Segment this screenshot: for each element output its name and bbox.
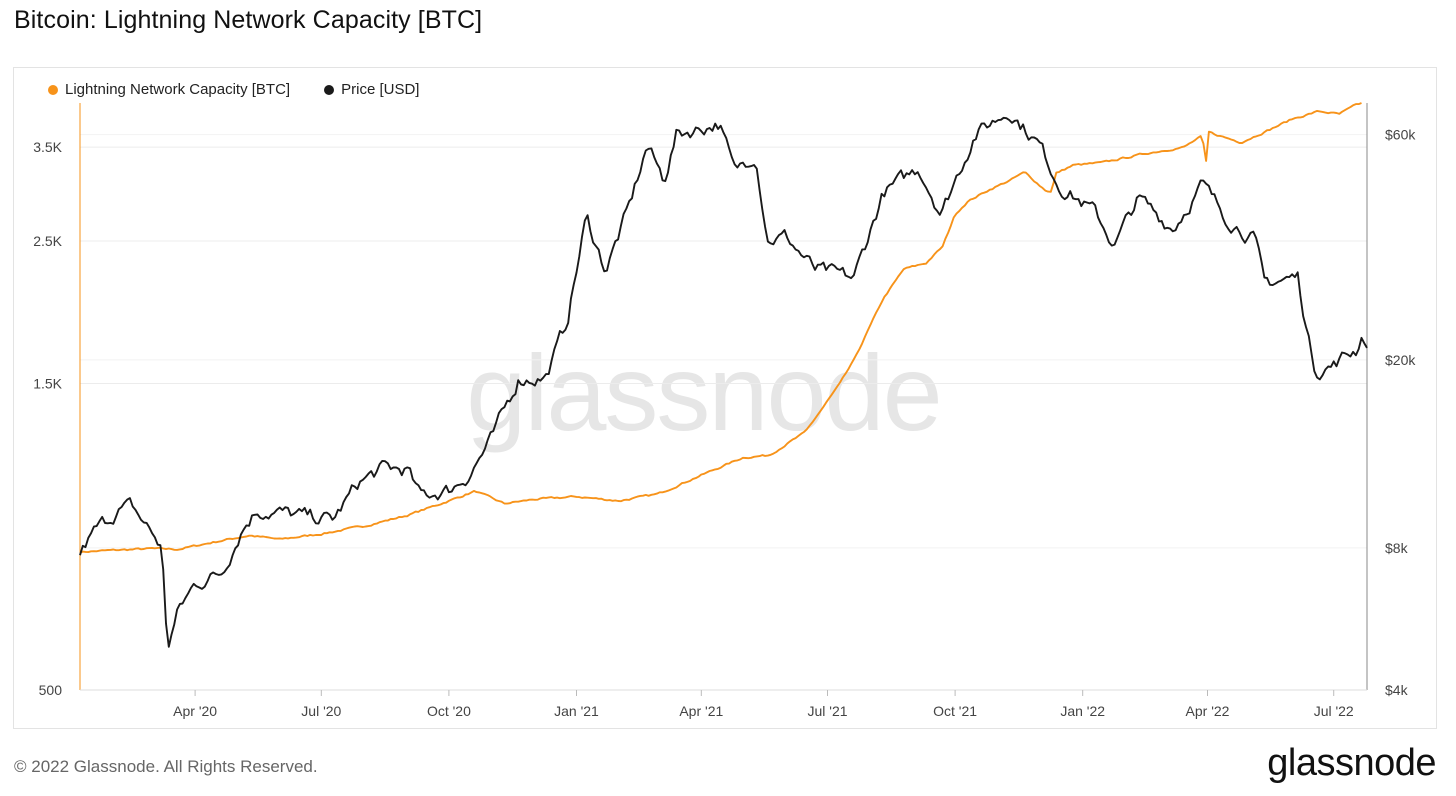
chart-frame bbox=[13, 67, 1437, 729]
legend-item-capacity[interactable]: Lightning Network Capacity [BTC] bbox=[48, 81, 290, 98]
chart-legend: Lightning Network Capacity [BTC] Price [… bbox=[48, 81, 419, 98]
y-left-tick-label: 500 bbox=[39, 682, 63, 698]
x-tick-label: Jul '21 bbox=[807, 703, 847, 719]
x-tick-label: Jul '20 bbox=[301, 703, 341, 719]
y-left-tick-label: 3.5K bbox=[33, 139, 62, 155]
copyright-text: © 2022 Glassnode. All Rights Reserved. bbox=[14, 757, 318, 776]
legend-dot-price bbox=[324, 84, 335, 95]
y-left-tick-label: 1.5K bbox=[33, 376, 62, 392]
y-right-tick-label: $8k bbox=[1385, 540, 1409, 556]
legend-label-capacity: Lightning Network Capacity [BTC] bbox=[65, 81, 291, 98]
y-right-tick-label: $60k bbox=[1385, 127, 1416, 143]
series-line-price bbox=[79, 116, 1368, 648]
y-right-tick-label: $20k bbox=[1385, 352, 1416, 368]
x-tick-label: Apr '20 bbox=[173, 703, 217, 719]
y-right-tick-label: $4k bbox=[1385, 682, 1409, 698]
watermark-text: glassnode bbox=[466, 332, 940, 453]
legend-item-price[interactable]: Price [USD] bbox=[324, 81, 419, 98]
x-tick-label: Oct '20 bbox=[427, 703, 471, 719]
series-line-capacity bbox=[79, 102, 1362, 554]
y-left-tick-label: 2.5K bbox=[33, 233, 62, 249]
x-tick-label: Jan '21 bbox=[554, 703, 599, 719]
legend-dot-capacity bbox=[48, 84, 58, 95]
x-tick-label: Jan '22 bbox=[1060, 703, 1105, 719]
page-title: Bitcoin: Lightning Network Capacity [BTC… bbox=[14, 6, 483, 34]
brand-logo: glassnode bbox=[1267, 742, 1436, 784]
x-tick-label: Oct '21 bbox=[933, 703, 977, 719]
x-tick-label: Apr '22 bbox=[1186, 703, 1230, 719]
x-tick-label: Apr '21 bbox=[679, 703, 723, 719]
x-tick-label: Jul '22 bbox=[1314, 703, 1354, 719]
legend-label-price: Price [USD] bbox=[341, 81, 420, 98]
